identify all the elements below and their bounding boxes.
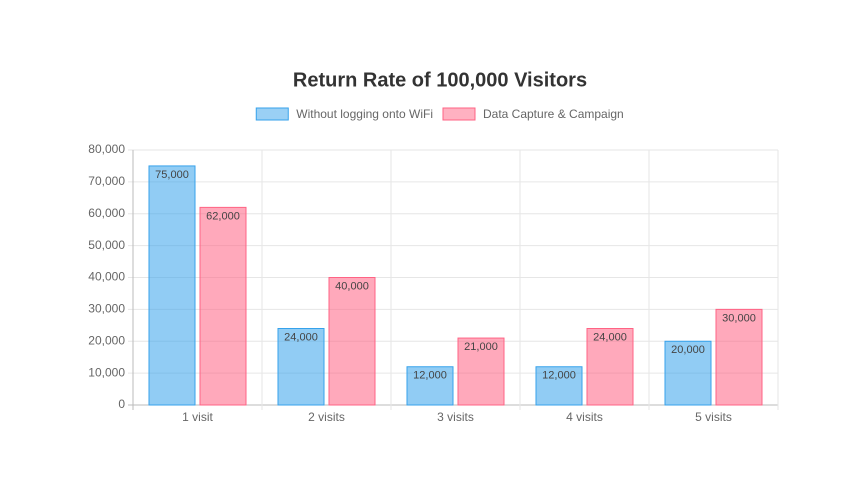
y-tick-label: 30,000 <box>88 302 125 316</box>
value-label: 12,000 <box>542 370 576 382</box>
bar <box>406 366 454 406</box>
y-tick-label: 60,000 <box>88 206 125 220</box>
bar <box>457 337 505 406</box>
bar <box>328 277 376 406</box>
chart-title: Return Rate of 100,000 Visitors <box>293 69 587 91</box>
value-label: 21,000 <box>464 341 498 353</box>
x-tick-label: 3 visits <box>437 410 474 424</box>
y-tick-label: 40,000 <box>88 270 125 284</box>
y-tick-label: 10,000 <box>88 365 125 379</box>
x-tick-label: 2 visits <box>308 410 345 424</box>
bar <box>586 328 634 406</box>
x-tick-label: 4 visits <box>566 410 603 424</box>
value-label: 24,000 <box>593 331 627 343</box>
x-tick-label: 1 visit <box>182 410 213 424</box>
x-tick-label: 5 visits <box>695 410 732 424</box>
legend-label: Without logging onto WiFi <box>296 107 433 121</box>
y-tick-label: 80,000 <box>88 142 125 156</box>
value-label: 30,000 <box>722 312 756 324</box>
value-label: 40,000 <box>335 280 369 292</box>
y-tick-label: 70,000 <box>88 174 125 188</box>
y-tick-label: 0 <box>118 397 125 411</box>
bar <box>535 366 583 406</box>
value-label: 12,000 <box>413 370 447 382</box>
value-label: 62,000 <box>206 210 240 222</box>
legend-swatch <box>255 107 289 121</box>
bar <box>148 165 196 406</box>
bar <box>715 308 763 406</box>
bar <box>277 328 325 406</box>
y-tick-label: 50,000 <box>88 238 125 252</box>
legend-swatch <box>442 107 476 121</box>
bar <box>199 206 247 406</box>
legend-label: Data Capture & Campaign <box>483 107 624 121</box>
value-label: 20,000 <box>671 344 705 356</box>
y-tick-label: 20,000 <box>88 333 125 347</box>
value-label: 75,000 <box>155 169 189 181</box>
value-label: 24,000 <box>284 331 318 343</box>
bar <box>664 340 712 406</box>
